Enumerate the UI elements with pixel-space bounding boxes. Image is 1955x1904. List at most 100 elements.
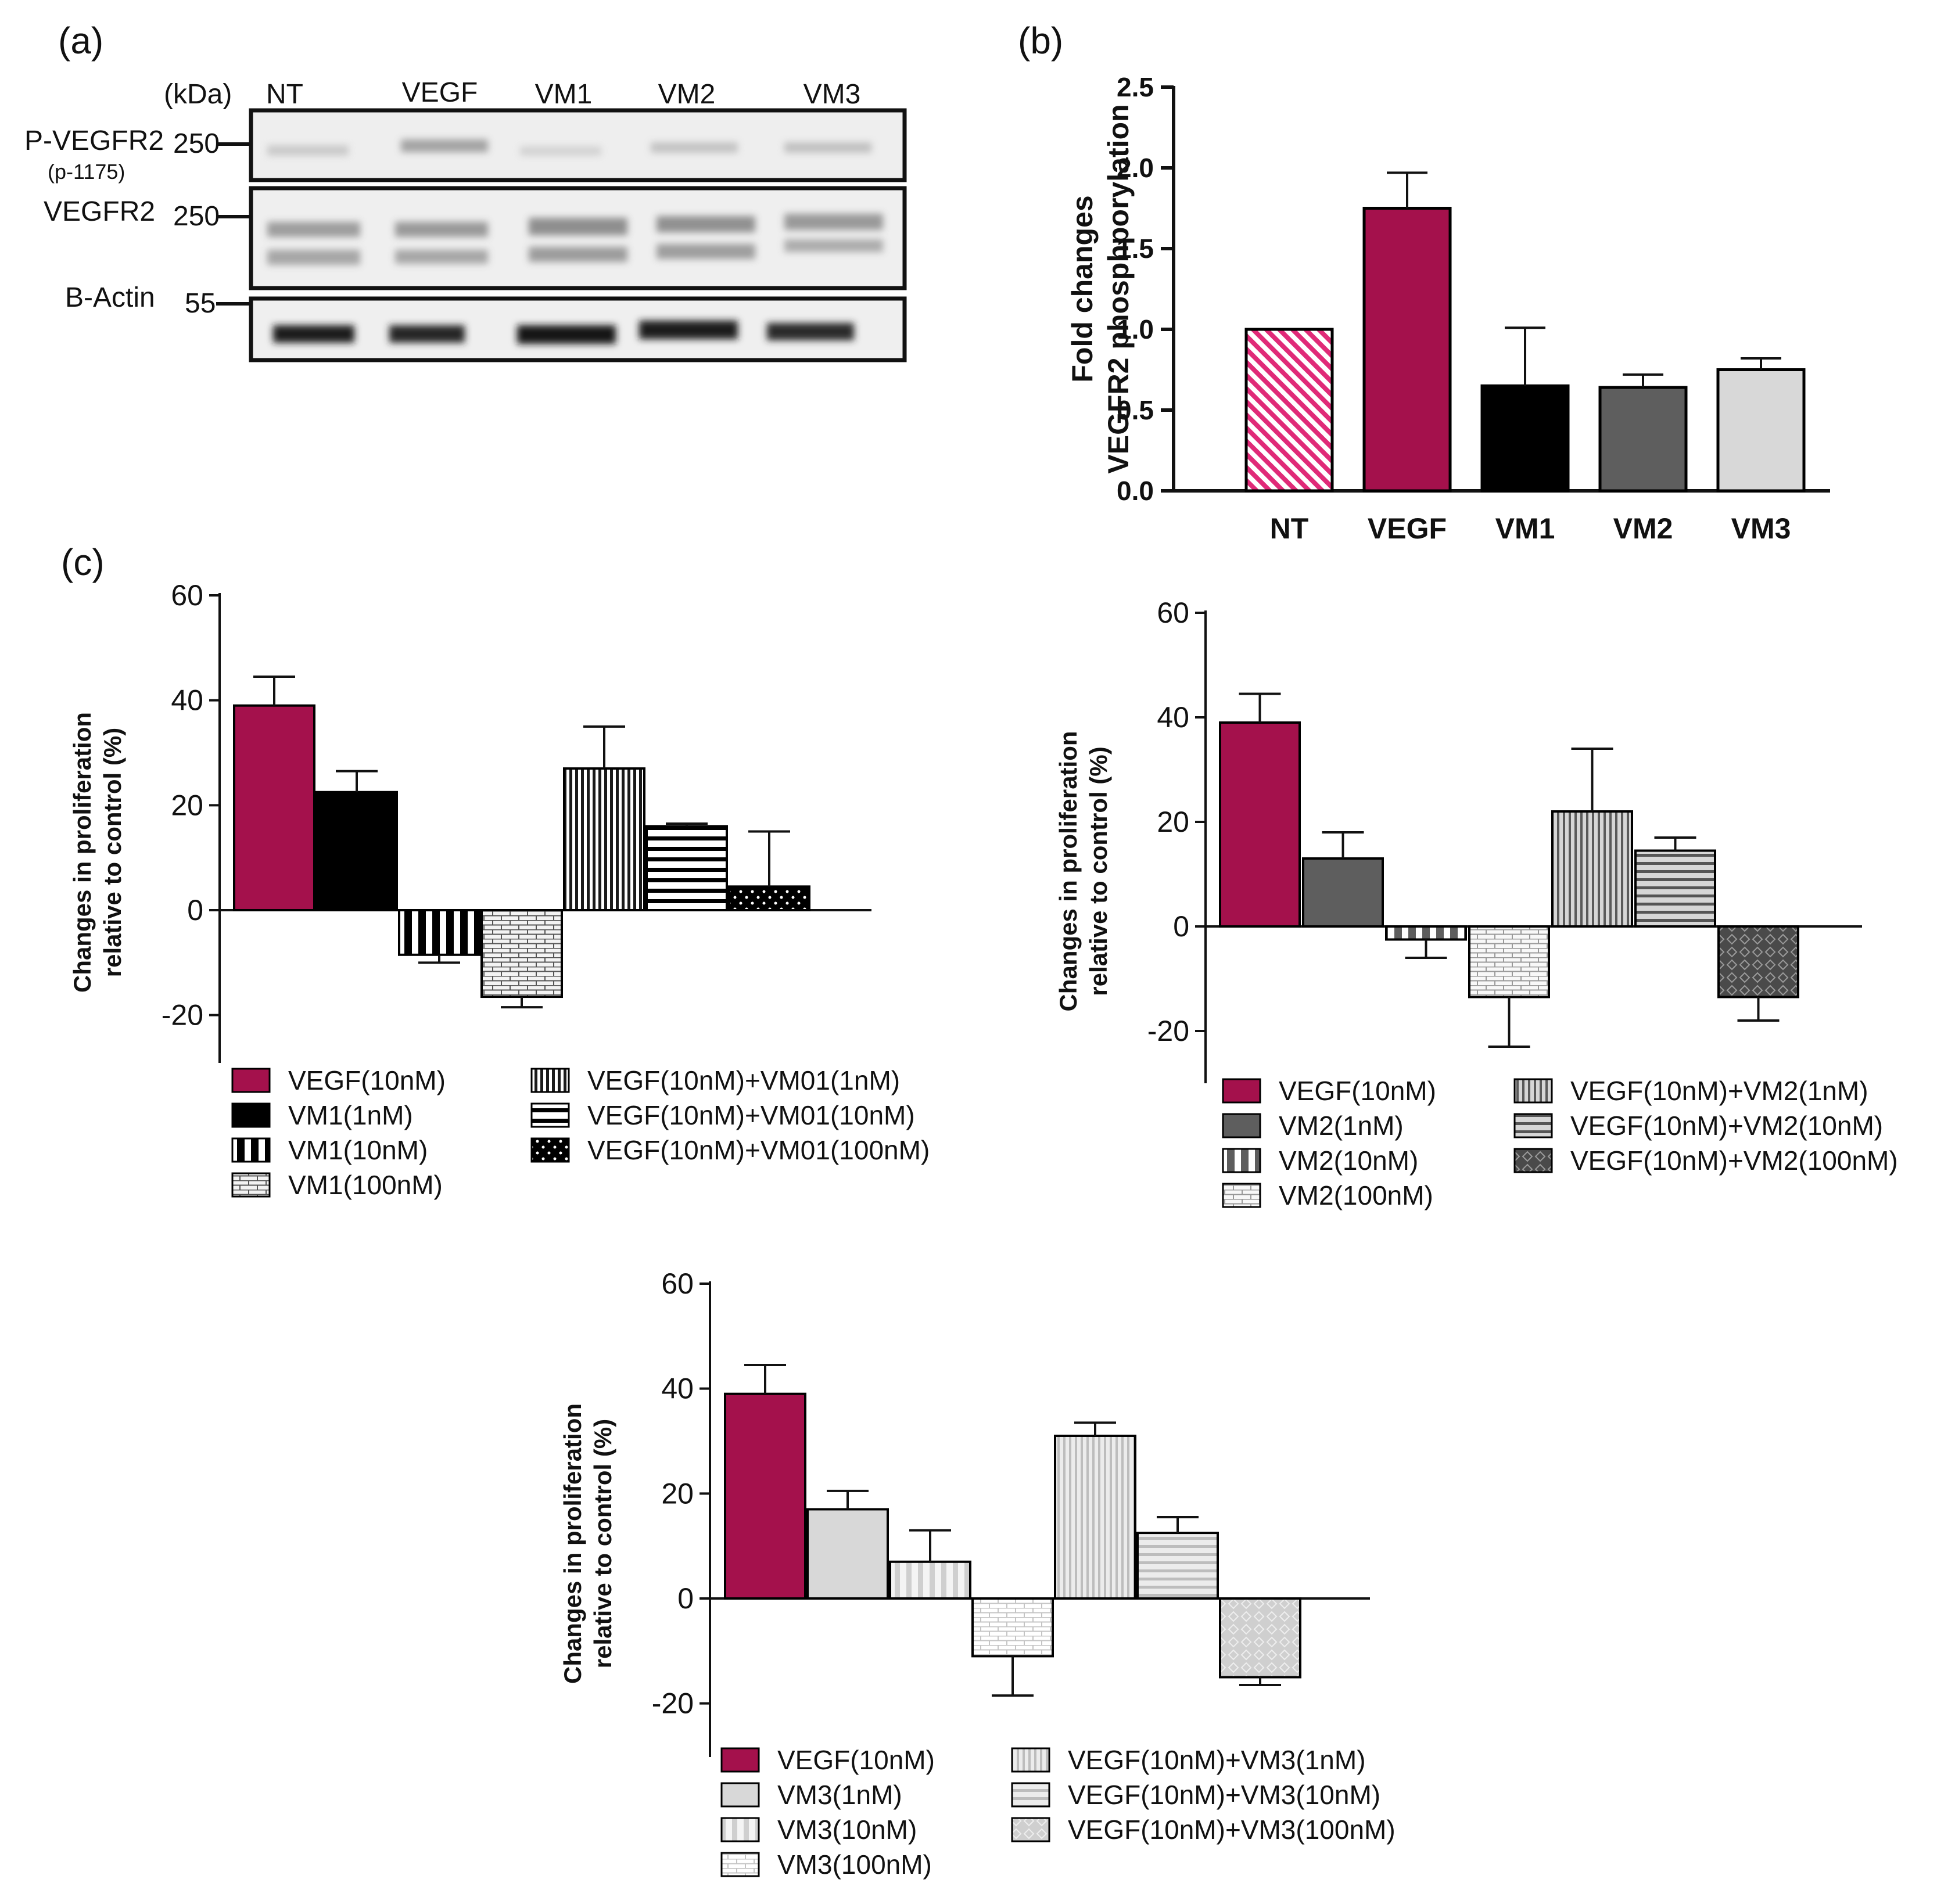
marker-250-b: 250 xyxy=(173,201,220,232)
c2-legend-swatch-4 xyxy=(1513,1078,1553,1104)
b-y-tick-label-1: 0.5 xyxy=(1117,395,1154,425)
c1-y-tick-label-4: 60 xyxy=(171,579,203,612)
c1-legend-label-4: VEGF(10nM)+VM01(1nM) xyxy=(587,1065,900,1095)
c1-y-axis-label: Changes in proliferation relative to cont… xyxy=(69,712,126,993)
c2-legend-label-3: VM2(100nM) xyxy=(1279,1180,1433,1210)
c2-bar-5 xyxy=(1634,849,1716,928)
kda-label: (kDa) xyxy=(164,79,232,110)
c2-legend-swatch-2 xyxy=(1222,1148,1261,1173)
row-label-pvegfr2: P-VEGFR2 xyxy=(24,125,164,156)
c2-y-tick-label-3: 40 xyxy=(1157,701,1189,734)
chart-c3-vm3-proliferation: -20 0 20 40 60 Changes in proliferation relati… xyxy=(559,1267,1396,1880)
c1-legend-swatch-2 xyxy=(231,1137,271,1163)
c1-legend-label-1: VM1(1nM) xyxy=(288,1100,413,1130)
c3-legend-label-1: VM3(1nM) xyxy=(777,1780,902,1810)
row-label-bactin: B-Actin xyxy=(65,282,155,313)
c3-legend-label-2: VM3(10nM) xyxy=(777,1815,917,1845)
b-category-label-4: VM3 xyxy=(1731,512,1791,545)
c1-legend-swatch-5 xyxy=(530,1102,570,1128)
c3-y-axis-label-line-0: Changes in proliferation xyxy=(559,1403,586,1684)
c3-y-tick-label-4: 60 xyxy=(661,1267,694,1300)
c3-legend-swatch-1 xyxy=(720,1782,760,1808)
marker-250-a: 250 xyxy=(173,128,220,159)
c3-y-axis-label-line-1: relative to control (%) xyxy=(589,1419,616,1668)
c1-bar-2 xyxy=(398,909,480,956)
b-category-label-1: VEGF xyxy=(1368,512,1447,545)
chart-c2-vm2-proliferation: -20 0 20 40 60 Changes in proliferation relati… xyxy=(1054,597,1898,1210)
marker-55: 55 xyxy=(185,288,216,319)
c2-bar-6 xyxy=(1717,925,1799,998)
lane-label-vm3: VM3 xyxy=(803,79,861,110)
c2-y-tick-label-1: 0 xyxy=(1173,910,1189,943)
c2-bar-0 xyxy=(1219,721,1301,928)
b-bar-2 xyxy=(1480,384,1570,493)
c1-legend-swatch-4 xyxy=(530,1068,570,1093)
c1-legend: VEGF(10nM) VM1(1nM) VM1(10nM) VM1(100nM) VEG… xyxy=(231,1065,930,1200)
b-y-tick-label-2: 1.0 xyxy=(1117,314,1154,344)
c1-legend-swatch-6 xyxy=(530,1137,570,1163)
lane-label-vm1: VM1 xyxy=(535,79,593,110)
c3-bar-1 xyxy=(806,1508,889,1600)
c2-legend-label-6: VEGF(10nM)+VM2(100nM) xyxy=(1570,1145,1898,1176)
b-y-tick-label-0: 0.0 xyxy=(1117,476,1154,506)
row-sublabel-pvegfr2: (p-1175) xyxy=(48,160,125,184)
c1-legend-label-0: VEGF(10nM) xyxy=(288,1065,446,1095)
c1-y-tick-label-3: 40 xyxy=(171,684,203,717)
c1-y-axis-label-line-1: relative to control (%) xyxy=(99,728,126,977)
lane-label-vm2: VM2 xyxy=(658,79,716,110)
c1-legend-swatch-0 xyxy=(231,1068,271,1093)
c1-legend-label-6: VEGF(10nM)+VM01(100nM) xyxy=(587,1135,930,1165)
c2-legend: VEGF(10nM) VM2(1nM) VM2(10nM) VM2(100nM) VEG… xyxy=(1222,1076,1898,1210)
c1-bar-3 xyxy=(480,909,563,998)
c3-y-tick-label-0: -20 xyxy=(652,1687,694,1720)
c1-y-tick-label-1: 0 xyxy=(187,894,203,926)
western-blot: (kDa) NT VEGF VM1 VM2 VM3 P-VEGFR2 (p-11… xyxy=(24,77,907,362)
c3-legend-swatch-5 xyxy=(1011,1782,1050,1808)
c3-legend-label-4: VEGF(10nM)+VM3(1nM) xyxy=(1068,1745,1366,1775)
c2-legend-swatch-1 xyxy=(1222,1113,1261,1138)
c2-y-axis-label-line-1: relative to control (%) xyxy=(1085,746,1112,996)
c3-bar-3 xyxy=(971,1597,1054,1658)
c2-y-axis-label-line-0: Changes in proliferation xyxy=(1054,731,1082,1011)
c3-legend-label-0: VEGF(10nM) xyxy=(777,1745,935,1775)
b-y-tick-label-5: 2.5 xyxy=(1117,72,1154,102)
b-bar-3 xyxy=(1598,386,1688,493)
c3-bar-5 xyxy=(1136,1532,1219,1600)
c1-legend-label-5: VEGF(10nM)+VM01(10nM) xyxy=(587,1100,915,1130)
c2-legend-label-0: VEGF(10nM) xyxy=(1279,1076,1436,1106)
b-y-axis-label-line-0: Fold changes xyxy=(1066,195,1099,382)
c2-y-axis-label: Changes in proliferation relative to cont… xyxy=(1054,731,1112,1011)
c2-bar-2 xyxy=(1385,925,1467,941)
row-label-vegfr2: VEGFR2 xyxy=(44,196,155,227)
c1-legend-swatch-3 xyxy=(231,1172,271,1198)
b-category-label-0: NT xyxy=(1270,512,1309,545)
chart-c1-vm1-proliferation: -20 0 20 40 60 Changes in proliferation relati… xyxy=(69,579,930,1200)
c2-legend-swatch-6 xyxy=(1513,1148,1553,1173)
c2-legend-label-4: VEGF(10nM)+VM2(1nM) xyxy=(1570,1076,1868,1106)
b-category-label-3: VM2 xyxy=(1613,512,1673,545)
panel-label-a: (a) xyxy=(58,20,103,62)
c2-legend-label-5: VEGF(10nM)+VM2(10nM) xyxy=(1570,1111,1883,1141)
c2-y-tick-label-4: 60 xyxy=(1157,597,1189,629)
c3-legend-swatch-6 xyxy=(1011,1817,1050,1842)
b-y-tick-label-3: 1.5 xyxy=(1117,233,1154,264)
b-bar-1 xyxy=(1362,207,1452,493)
c3-legend-label-6: VEGF(10nM)+VM3(100nM) xyxy=(1068,1815,1396,1845)
lane-label-nt: NT xyxy=(266,79,303,110)
c3-legend-label-5: VEGF(10nM)+VM3(10nM) xyxy=(1068,1780,1380,1810)
b-bar-4 xyxy=(1716,368,1806,493)
c2-y-tick-label-2: 20 xyxy=(1157,806,1189,838)
c2-legend-swatch-3 xyxy=(1222,1183,1261,1208)
chart-b-vegfr2-phosphorylation: 0.0 0.5 1.0 1.5 2.0 2.5 NT VEGF VM1 VM2 VM3 Fold ch… xyxy=(1066,72,1830,545)
c3-bar-0 xyxy=(724,1392,806,1600)
c3-legend-swatch-3 xyxy=(720,1852,760,1877)
c1-bar-5 xyxy=(645,825,728,912)
c3-bar-4 xyxy=(1054,1434,1136,1600)
c3-y-tick-label-2: 20 xyxy=(661,1477,694,1510)
c3-y-axis-label: Changes in proliferation relative to cont… xyxy=(559,1403,616,1684)
b-y-axis-label-line-1: VEGFR2 phosphporylation xyxy=(1102,104,1135,473)
c3-legend-swatch-0 xyxy=(720,1747,760,1773)
c2-bar-3 xyxy=(1468,925,1550,998)
c1-bar-6 xyxy=(728,885,810,911)
